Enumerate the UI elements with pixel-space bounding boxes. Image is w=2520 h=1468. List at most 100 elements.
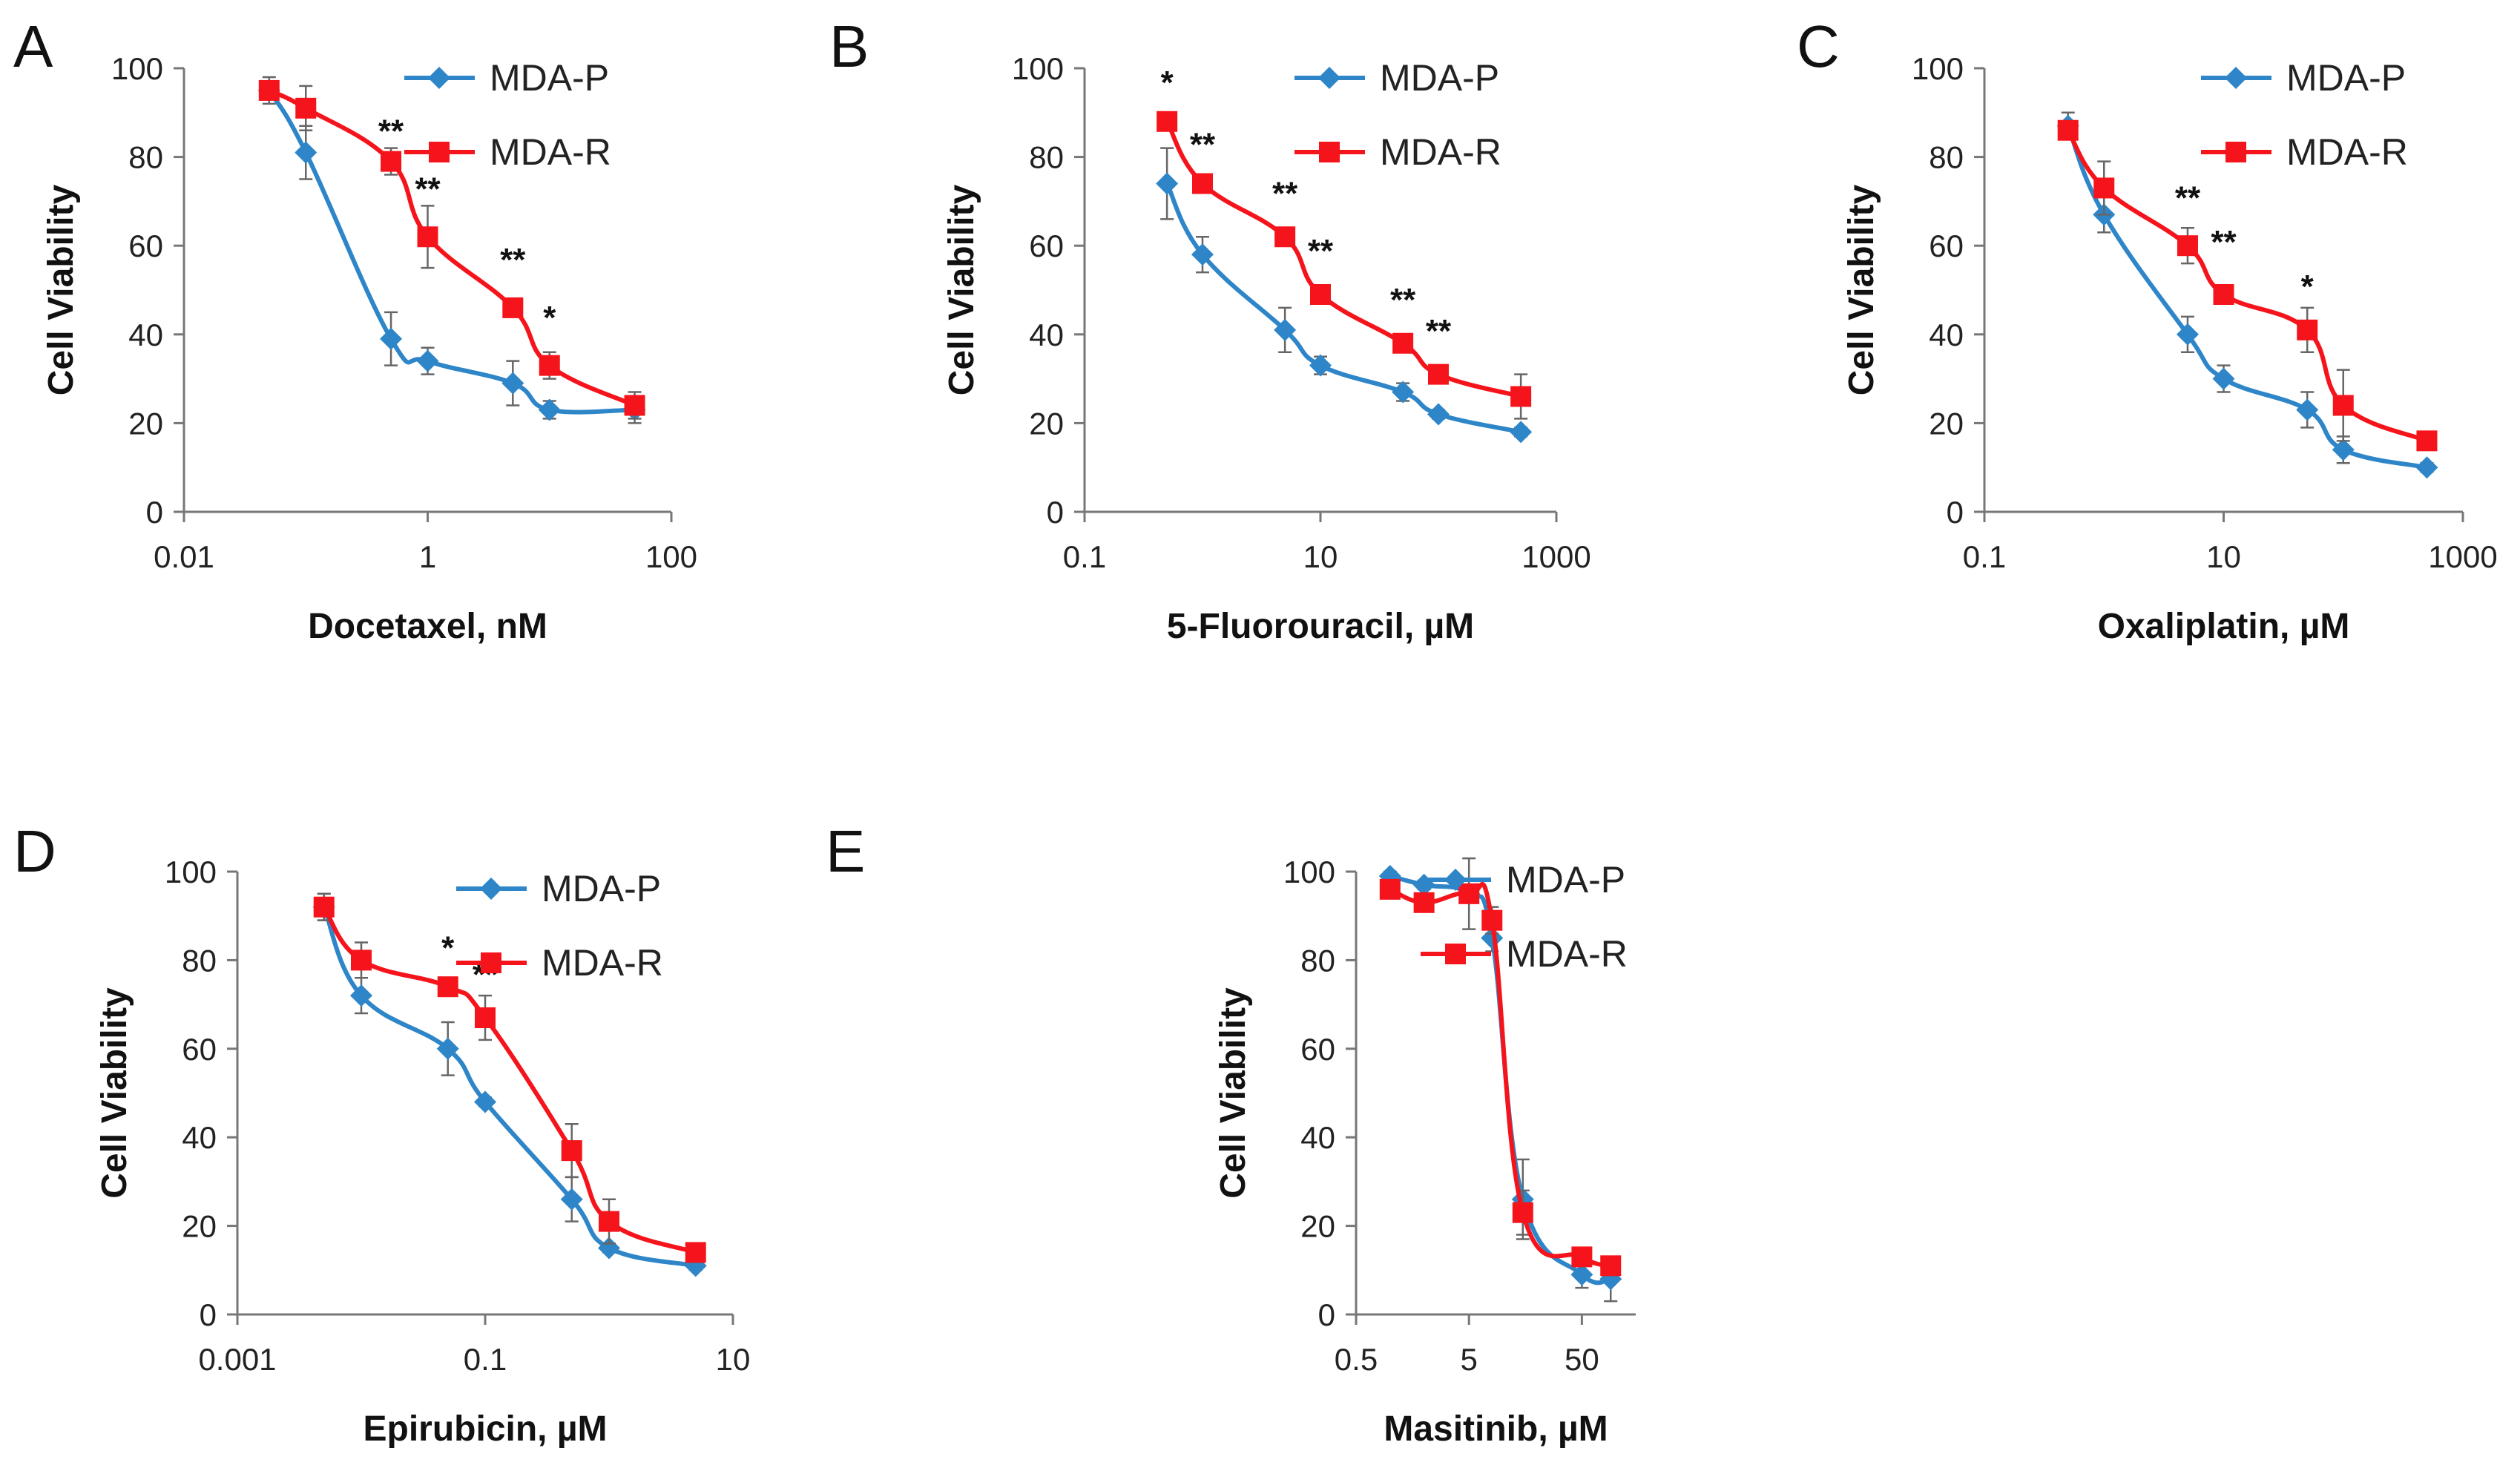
x-tick-label: 10 [2206,539,2241,574]
x-tick-label: 1000 [1521,539,1590,574]
legend: MDA-P MDA-R [2201,57,2408,173]
data-point [295,141,318,164]
data-point [416,349,439,372]
significance-mark: ** [500,242,526,278]
data-point [1427,403,1450,426]
significance-mark: * [441,929,455,966]
x-tick-label: 0.001 [198,1342,276,1377]
data-point [474,1090,496,1113]
x-tick-label: 5 [1461,1342,1478,1377]
significance-mark: ** [2211,224,2237,260]
series-line [2066,129,2428,444]
panel-letter: A [13,13,53,79]
y-tick-label: 60 [128,228,163,263]
data-point [598,1237,620,1260]
x-tick-label: 0.1 [464,1342,507,1377]
data-point [2176,323,2199,346]
y-tick-label: 100 [1283,855,1335,889]
y-tick-label: 60 [1929,228,1964,263]
y-tick-label: 80 [128,140,163,175]
data-point [1192,173,1213,194]
y-tick-label: 20 [1929,406,1964,441]
legend-label: MDA-R [490,131,611,173]
x-tick-label: 0.01 [154,539,214,574]
data-point [2213,283,2234,305]
legend: MDA-P MDA-R [456,868,663,984]
x-axis-title: Epirubicin, µM [363,1409,608,1449]
series-line [1165,182,1521,435]
series-mda-r [258,79,645,420]
y-tick-label: 100 [165,855,217,889]
y-tick-label: 40 [1300,1120,1335,1155]
chart-panel-c: C 0 20 40 60 80 100 0.1 10 1000 Oxaliplatin, µM Cel… [1797,13,2498,646]
legend-label: MDA-P [542,868,661,909]
data-point [380,327,403,350]
y-tick-label: 40 [1029,317,1064,352]
significance-mark: * [543,300,556,336]
significance-mark: ** [1308,233,1334,269]
data-point [538,398,561,421]
data-point [1458,883,1480,904]
data-point [685,1242,706,1263]
data-point [1274,318,1297,341]
series-mda-p [257,76,646,424]
y-axis-title: Cell Viability [1214,987,1253,1199]
legend: MDA-P MDA-R [404,57,611,173]
data-point [599,1211,619,1232]
data-point [1510,386,1532,407]
data-point [539,355,560,376]
series-mda-r [1379,857,1622,1277]
data-point [2416,430,2438,452]
data-point [258,79,280,101]
series-line [1389,881,1612,1268]
legend-marker [2225,142,2246,162]
y-tick-label: 0 [1047,495,1064,530]
y-tick-label: 80 [182,943,217,978]
y-axis-title: Cell Viability [95,987,134,1199]
data-point [561,1140,582,1162]
series-mda-r [1157,111,1532,420]
data-point [1392,332,1414,354]
data-point [1310,283,1331,305]
x-tick-label: 0.1 [1963,539,2006,574]
data-point [1481,909,1503,931]
y-axis-title: Cell Viability [942,184,981,395]
panel-letter: B [829,13,869,79]
legend-label: MDA-P [1506,859,1625,901]
series-mda-r [2057,119,2438,452]
significance-mark: ** [1426,313,1452,349]
x-tick-label: 50 [1565,1342,1599,1377]
chart-panel-b: B 0 20 40 60 80 100 0.1 10 1000 5-Fluorouracil, µM… [829,13,1591,646]
y-tick-label: 20 [1300,1209,1335,1244]
y-tick-label: 20 [182,1209,217,1244]
data-point [624,395,645,416]
data-point [1156,172,1179,195]
legend-marker [1445,944,1466,964]
data-point [2057,119,2079,141]
data-point [1413,892,1435,913]
significance-mark: * [2301,269,2315,305]
y-tick-label: 0 [1947,495,1964,530]
legend: MDA-P MDA-R [1294,57,1501,173]
y-tick-label: 20 [128,406,163,441]
x-tick-label: 1000 [2428,539,2497,574]
data-point [502,297,524,318]
y-tick-label: 0 [200,1297,217,1332]
y-tick-label: 0 [146,495,163,530]
legend-label: MDA-R [1380,131,1501,173]
data-point [1512,1202,1533,1223]
x-axis-title: Oxaliplatin, µM [2098,607,2350,646]
x-tick-label: 1 [419,539,436,574]
data-point [560,1188,583,1211]
series-mda-r [313,892,706,1263]
y-tick-label: 80 [1929,140,1964,175]
y-tick-label: 100 [111,51,163,86]
chart-panel-d: D 0 20 40 60 80 100 0.001 0.1 10 Epirubicin, µM Cel… [13,818,750,1449]
panel-letter: C [1797,13,1840,79]
significance-mark: ** [2175,180,2201,216]
panel-letter: E [826,818,865,884]
legend-marker [2225,67,2247,89]
data-point [417,226,438,248]
data-point [436,1037,459,1060]
